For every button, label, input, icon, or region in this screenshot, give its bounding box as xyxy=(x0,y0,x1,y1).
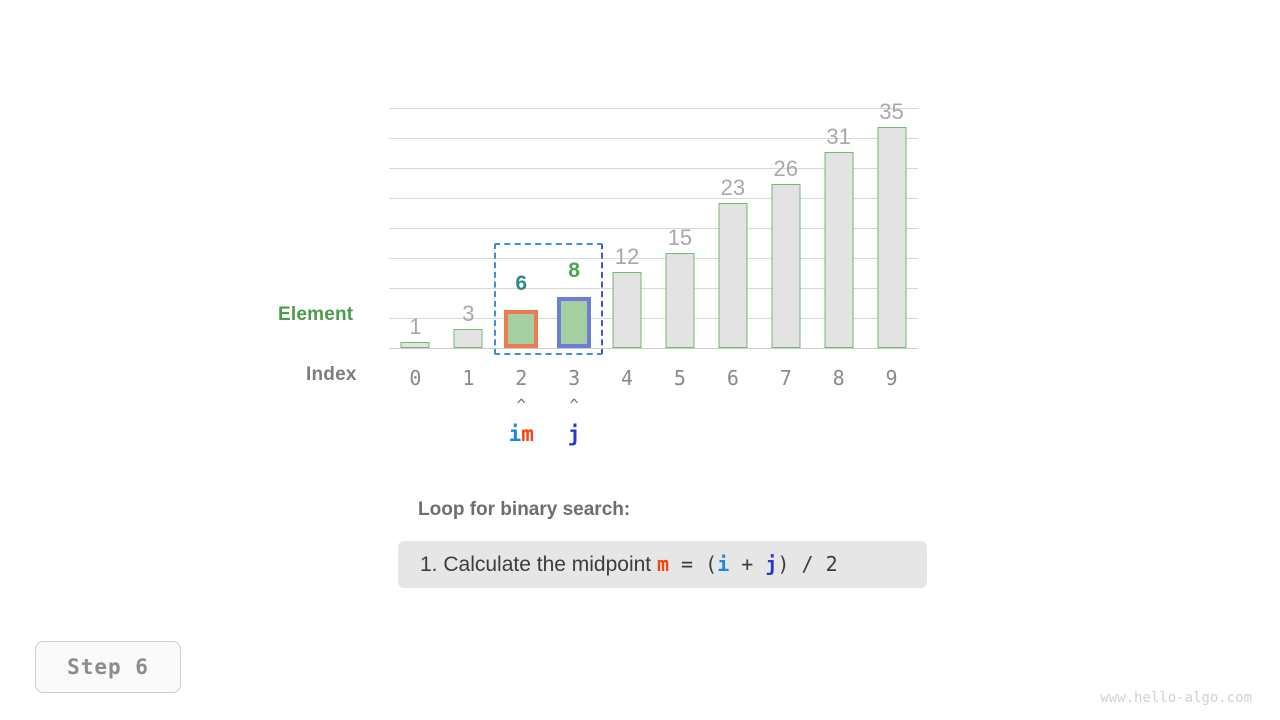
pointer-cell: ^ im xyxy=(495,396,548,449)
bar-highlighted xyxy=(504,310,539,348)
bar-slot: 6 xyxy=(495,108,548,348)
gridline xyxy=(389,108,918,109)
bar-value-label: 31 xyxy=(826,124,851,150)
bar xyxy=(877,126,907,348)
bar-value-label: 6 xyxy=(515,272,528,296)
step-badge: Step 6 xyxy=(35,641,181,693)
bar xyxy=(612,272,642,348)
element-axis-label: Element xyxy=(278,304,354,325)
bar-slot: 23 xyxy=(706,108,759,348)
pointer-name-m: m xyxy=(521,422,534,446)
formula-var-j: j xyxy=(765,552,778,576)
bar-slot: 8 xyxy=(548,108,601,348)
gridline xyxy=(389,318,918,319)
index-axis-label: Index xyxy=(306,364,357,385)
index-tick-4: 4 xyxy=(621,366,634,390)
bar-value-label: 15 xyxy=(667,225,693,251)
formula-divide: / xyxy=(789,552,826,576)
bar-slot: 1 xyxy=(389,108,442,348)
bar-value-label: 35 xyxy=(879,98,904,124)
pointer-caret-icon: ^ xyxy=(569,396,579,414)
pointer-name-i: i xyxy=(508,422,522,446)
bar-slot: 35 xyxy=(865,99,918,348)
index-tick-1: 1 xyxy=(462,366,475,390)
pointer-row: ^ im ^ j xyxy=(389,396,918,456)
bar-slot: 3 xyxy=(442,108,495,348)
pointer-name-j: j xyxy=(567,422,581,446)
formula-close-paren: ) xyxy=(777,552,790,576)
bar-value-label: 12 xyxy=(614,244,640,270)
bar-chart-plot: 1 3 6 8 12 15 23 26 31 35 xyxy=(389,99,918,349)
gridline xyxy=(389,198,918,199)
index-tick-8: 8 xyxy=(832,366,845,390)
bar xyxy=(400,341,430,348)
index-tick-7: 7 xyxy=(779,366,792,390)
bar-slot: 12 xyxy=(601,108,654,348)
gridline xyxy=(389,228,918,229)
bar-slot: 26 xyxy=(759,108,812,348)
formula-row: 1. Calculate the midpoint m = (i + j) / … xyxy=(398,541,927,588)
index-tick-3: 3 xyxy=(568,366,581,390)
index-tick-6: 6 xyxy=(726,366,739,390)
watermark: www.hello-algo.com xyxy=(1100,690,1252,706)
bar-value-label: 23 xyxy=(720,174,746,200)
bar-slot: 31 xyxy=(812,108,865,348)
index-tick-0: 0 xyxy=(409,366,422,390)
bar-slot: 15 xyxy=(654,108,707,348)
bar-value-label: 3 xyxy=(462,301,475,327)
formula-plus: + xyxy=(729,552,766,576)
formula-open-paren: ( xyxy=(705,552,718,576)
pointer-caret-icon: ^ xyxy=(516,396,526,414)
gridline xyxy=(389,288,918,289)
gridline xyxy=(389,168,918,169)
formula-text: 1. Calculate the midpoint m = (i + j) / … xyxy=(398,552,838,577)
index-tick-2: 2 xyxy=(515,366,528,390)
pointer-names: im xyxy=(495,419,548,449)
loop-title: Loop for binary search: xyxy=(418,499,631,520)
bar-value-label: 1 xyxy=(409,313,422,339)
formula-two: 2 xyxy=(825,552,838,576)
formula-equals: = xyxy=(669,552,706,576)
gridline xyxy=(389,138,918,139)
axis-baseline xyxy=(389,348,918,349)
index-tick-9: 9 xyxy=(885,366,898,390)
formula-prefix: 1. Calculate the midpoint xyxy=(420,553,657,576)
bar xyxy=(718,202,748,348)
bar xyxy=(665,253,695,348)
formula-var-m: m xyxy=(656,552,670,576)
bar xyxy=(824,152,854,348)
gridline xyxy=(389,258,918,259)
bar xyxy=(453,329,483,348)
bar xyxy=(771,183,801,348)
formula-var-i: i xyxy=(717,552,730,576)
pointer-names: j xyxy=(548,419,601,449)
bar-highlighted xyxy=(557,297,592,348)
index-tick-5: 5 xyxy=(673,366,686,390)
bar-value-label: 26 xyxy=(773,155,798,181)
pointer-cell: ^ j xyxy=(548,396,601,449)
bar-value-label: 8 xyxy=(568,259,580,283)
index-row: 0 1 2 3 4 5 6 7 8 9 xyxy=(389,366,918,396)
